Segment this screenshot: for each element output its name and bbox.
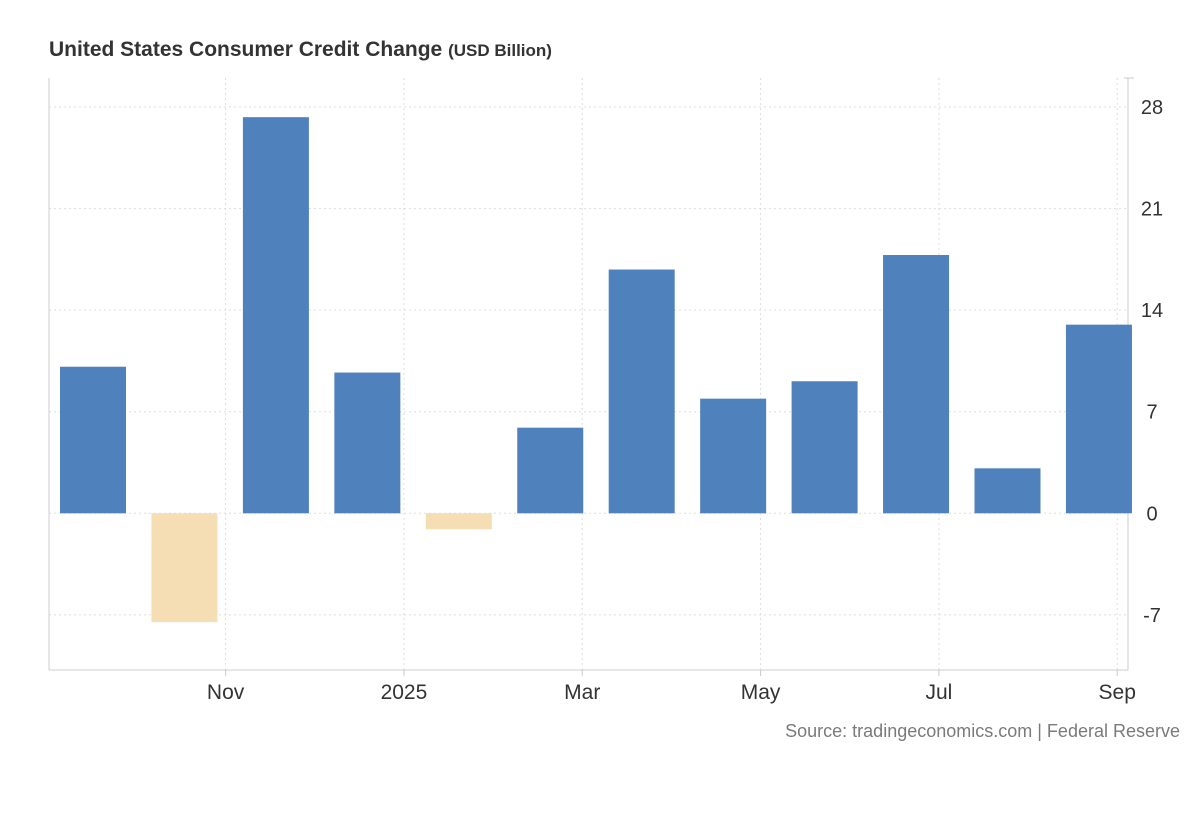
bar-2024-11 xyxy=(151,513,218,623)
y-tick-label: 21 xyxy=(1141,199,1163,221)
bar-2025-01 xyxy=(334,372,401,514)
bar-2024-10 xyxy=(60,366,126,514)
bar-2025-03 xyxy=(517,427,584,514)
bar-2024-12 xyxy=(242,117,309,514)
x-tick-label: Sep xyxy=(1099,681,1136,704)
chart-unit: (USD Billion) xyxy=(448,41,552,60)
x-tick-label: 2025 xyxy=(381,681,428,704)
bar-2025-07 xyxy=(883,255,950,514)
bar-2025-05 xyxy=(700,398,767,514)
x-tick-label: Mar xyxy=(564,681,600,704)
bar-2025-09 xyxy=(1065,324,1132,514)
chart-title: United States Consumer Credit Change (US… xyxy=(49,38,552,62)
y-tick-label: 0 xyxy=(1146,503,1157,525)
y-tick-label: 28 xyxy=(1141,97,1163,119)
chart-title-text: United States Consumer Credit Change xyxy=(49,38,443,61)
source-note: Source: tradingeconomics.com | Federal R… xyxy=(785,721,1180,741)
y-tick-label: 7 xyxy=(1146,402,1157,424)
x-tick-label: May xyxy=(741,681,781,704)
y-tick-label: 14 xyxy=(1141,300,1163,322)
bar-2025-06 xyxy=(791,381,858,514)
y-tick-label: -7 xyxy=(1143,605,1161,627)
bar-2025-08 xyxy=(974,468,1041,514)
x-tick-label: Nov xyxy=(207,681,245,704)
x-tick-label: Jul xyxy=(925,681,952,704)
bar-2025-04 xyxy=(608,269,675,514)
bar-2025-02 xyxy=(425,513,492,530)
